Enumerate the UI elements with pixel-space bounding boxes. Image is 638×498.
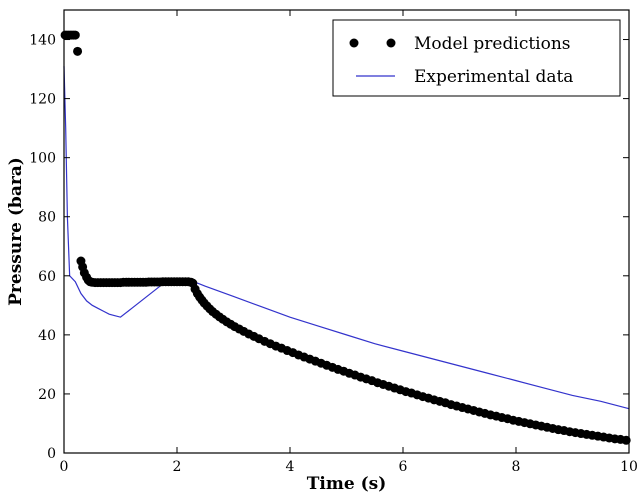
- y-tick-label: 100: [29, 151, 56, 167]
- plot-frame: [63, 9, 630, 454]
- legend-label-model: Model predictions: [414, 34, 571, 54]
- legend-marker-model: [386, 38, 396, 48]
- x-tick-label: 4: [286, 459, 295, 475]
- legend-marker-model: [349, 38, 359, 48]
- experimental-data-line: [63, 66, 630, 410]
- x-tick-label: 6: [399, 459, 408, 475]
- y-tick-label: 0: [47, 446, 56, 462]
- y-tick-label: 20: [38, 387, 56, 403]
- y-tick-label: 120: [29, 92, 56, 108]
- y-tick-label: 40: [38, 328, 56, 344]
- x-tick-label: 8: [512, 459, 521, 475]
- y-tick-label: 140: [29, 33, 56, 49]
- x-tick-label: 2: [173, 459, 182, 475]
- model-prediction-point: [70, 30, 80, 40]
- x-tick-label: 10: [620, 459, 638, 475]
- legend-box: [332, 19, 621, 97]
- y-tick-label: 80: [38, 210, 56, 226]
- legend-label-experimental: Experimental data: [414, 67, 573, 87]
- legend: Model predictions Experimental data: [332, 19, 621, 97]
- y-axis-title: Pressure (bara): [6, 157, 26, 306]
- x-tick-label: 0: [60, 459, 69, 475]
- x-axis-title: Time (s): [307, 474, 387, 494]
- model-prediction-point: [73, 46, 83, 56]
- y-tick-label: 60: [38, 269, 56, 285]
